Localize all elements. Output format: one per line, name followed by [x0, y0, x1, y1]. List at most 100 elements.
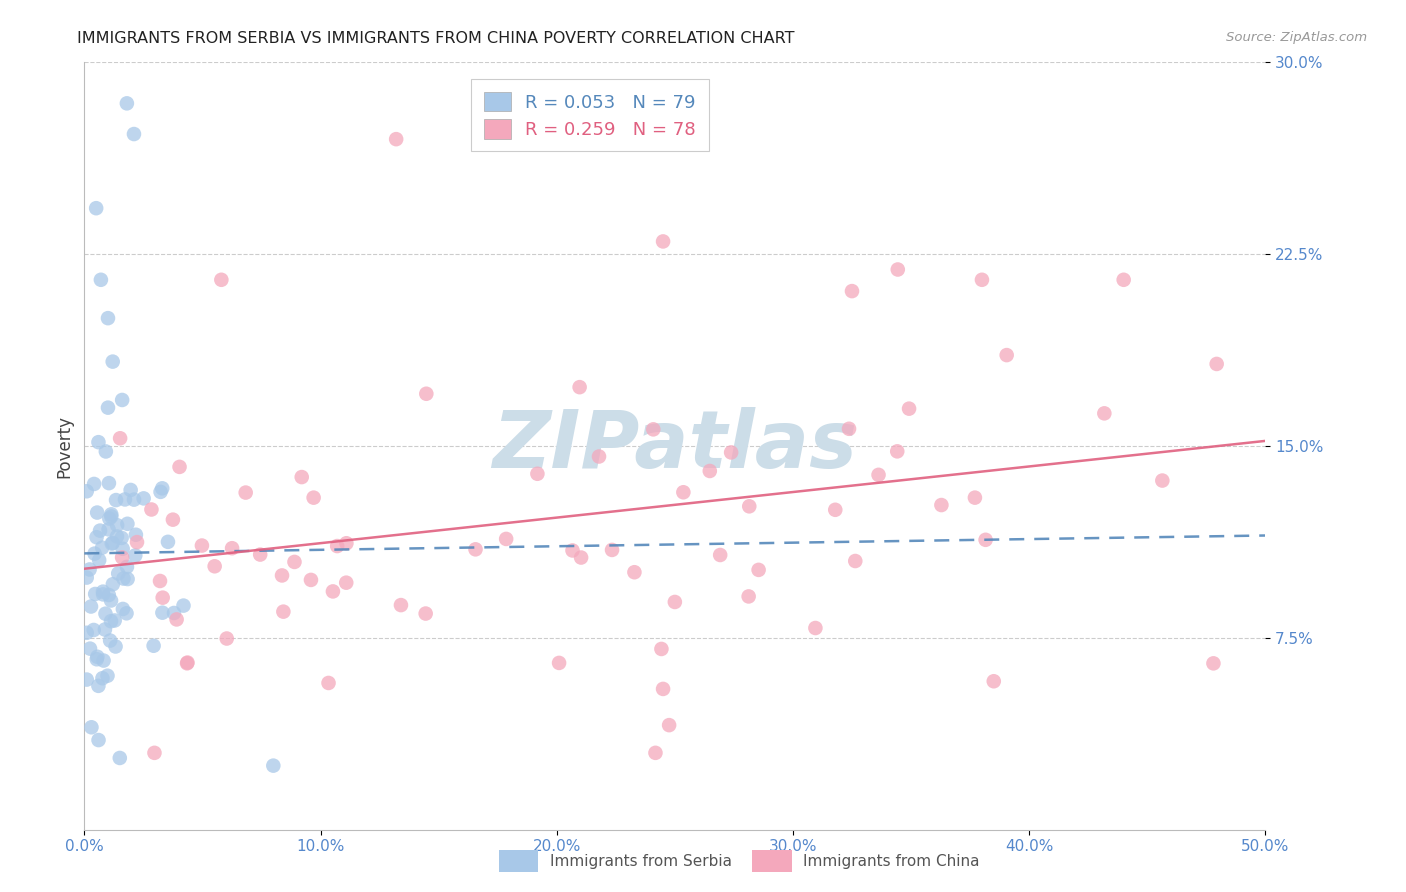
Point: [132, 491, 155, 506]
Point: [143, 746, 166, 760]
Point: [111, 541, 134, 556]
Point: [100, 614, 122, 628]
Point: [748, 563, 770, 577]
Point: [101, 354, 124, 368]
Point: [152, 606, 174, 620]
Point: [86, 649, 108, 664]
Bar: [499, 850, 538, 872]
Point: [322, 584, 344, 599]
Legend: R = 0.053   N = 79, R = 0.259   N = 78: R = 0.053 N = 79, R = 0.259 N = 78: [471, 79, 709, 152]
Point: [283, 555, 305, 569]
Point: [737, 590, 759, 604]
Point: [97, 522, 120, 536]
Point: [215, 632, 238, 646]
Point: [96, 669, 118, 683]
Point: [112, 572, 135, 586]
Point: [115, 607, 138, 621]
Point: [658, 718, 681, 732]
Point: [886, 444, 908, 458]
Point: [91, 587, 114, 601]
Point: [299, 573, 322, 587]
Point: [89, 524, 111, 538]
Point: [664, 595, 686, 609]
Point: [709, 548, 731, 562]
Point: [235, 485, 257, 500]
Point: [111, 550, 134, 565]
Point: [101, 536, 124, 550]
Point: [104, 640, 127, 654]
Point: [963, 491, 986, 505]
Point: [221, 541, 243, 556]
Point: [93, 654, 115, 668]
Point: [389, 598, 412, 612]
Point: [318, 676, 340, 690]
Point: [83, 547, 105, 561]
Point: [844, 554, 866, 568]
Point: [76, 625, 98, 640]
Point: [415, 386, 437, 401]
Point: [166, 612, 188, 626]
Point: [588, 450, 610, 464]
Point: [115, 96, 138, 111]
Point: [1205, 357, 1227, 371]
Y-axis label: Poverty: Poverty: [55, 415, 73, 477]
Point: [83, 623, 105, 637]
Text: Source: ZipAtlas.com: Source: ZipAtlas.com: [1226, 31, 1367, 45]
Point: [111, 392, 134, 407]
Point: [76, 571, 98, 585]
Point: [76, 484, 98, 499]
Point: [464, 542, 486, 557]
Point: [91, 541, 114, 555]
Point: [1092, 406, 1115, 420]
Point: [89, 553, 111, 567]
Point: [83, 477, 105, 491]
Point: [326, 539, 349, 553]
Point: [262, 758, 284, 772]
Point: [91, 584, 114, 599]
Text: Immigrants from Serbia: Immigrants from Serbia: [550, 854, 731, 869]
Point: [124, 549, 146, 563]
Point: [169, 459, 191, 474]
Point: [548, 656, 571, 670]
Point: [97, 311, 120, 326]
Point: [108, 431, 131, 445]
Point: [87, 733, 110, 747]
Point: [105, 529, 128, 543]
Point: [249, 548, 271, 562]
Point: [209, 273, 232, 287]
Point: [105, 518, 128, 533]
Point: [101, 536, 124, 550]
Point: [90, 273, 112, 287]
Point: [111, 531, 134, 545]
Point: [86, 506, 108, 520]
Text: ZIPatlas: ZIPatlas: [492, 407, 858, 485]
Point: [568, 380, 591, 394]
Point: [84, 201, 107, 215]
Point: [995, 348, 1018, 362]
Point: [173, 599, 195, 613]
Point: [623, 566, 645, 580]
Point: [652, 235, 675, 249]
Point: [526, 467, 548, 481]
Point: [91, 671, 114, 685]
Text: Immigrants from China: Immigrants from China: [803, 854, 980, 869]
Point: [271, 568, 294, 582]
Point: [335, 575, 357, 590]
Point: [1152, 474, 1174, 488]
Point: [561, 543, 583, 558]
Point: [152, 591, 174, 605]
Point: [79, 641, 101, 656]
Point: [176, 657, 198, 671]
Point: [80, 720, 103, 734]
Point: [94, 607, 117, 621]
Point: [415, 607, 437, 621]
Point: [100, 508, 122, 522]
Point: [125, 535, 148, 549]
Bar: [752, 850, 792, 872]
Point: [838, 422, 860, 436]
Point: [79, 562, 101, 576]
Point: [841, 284, 863, 298]
Point: [868, 467, 890, 482]
Point: [720, 445, 742, 459]
Point: [1202, 657, 1225, 671]
